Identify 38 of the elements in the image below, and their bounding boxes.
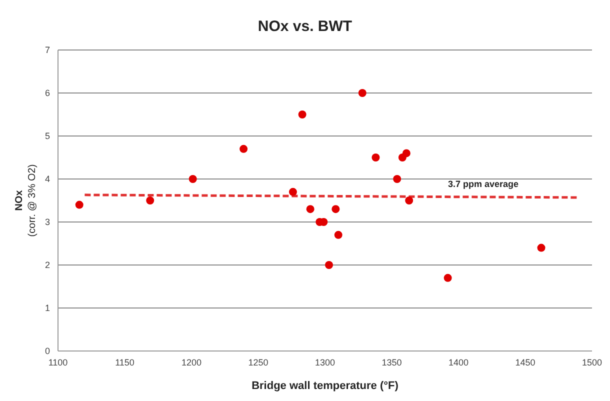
x-tick-label: 1450 xyxy=(515,357,536,368)
point xyxy=(332,205,340,214)
y-tick-label: 6 xyxy=(44,88,50,98)
y-tick-label: 2 xyxy=(44,260,50,270)
y-tick-label: 5 xyxy=(44,131,50,142)
point xyxy=(393,175,402,183)
point xyxy=(146,196,154,204)
x-axis-title: Bridge wall temperature (°F) xyxy=(252,380,399,392)
point xyxy=(537,244,546,252)
x-tick-label: 1250 xyxy=(248,357,268,368)
point xyxy=(402,149,410,158)
point xyxy=(334,230,342,239)
chart-title: NOx vs. BWT xyxy=(256,17,354,37)
point xyxy=(444,274,452,282)
y-tick-label: 4 xyxy=(44,174,50,184)
point xyxy=(288,188,297,196)
x-tick-label: 1150 xyxy=(115,357,134,368)
y-tick-label: 7 xyxy=(44,45,50,56)
point xyxy=(306,205,314,214)
point xyxy=(75,200,84,209)
x-tick-label: 1300 xyxy=(314,357,336,368)
x-tick-label: 1350 xyxy=(382,357,402,368)
y-tick-label: 1 xyxy=(44,303,50,314)
point xyxy=(405,196,414,204)
y-axis-title: NOx (corr. @ 3% O2) xyxy=(14,164,38,237)
x-tick-label: 1200 xyxy=(181,357,202,368)
point xyxy=(240,144,248,153)
point xyxy=(188,175,197,183)
point xyxy=(298,110,306,118)
y-tick-label: 0 xyxy=(44,346,50,356)
point xyxy=(372,154,380,162)
x-tick-label: 1500 xyxy=(582,357,602,368)
point xyxy=(325,261,334,269)
x-tick-label: 1100 xyxy=(48,357,68,368)
annotation: 3.7 ppm average xyxy=(448,179,519,189)
y-tick-label: 3 xyxy=(44,217,50,228)
x-tick-label: 1400 xyxy=(448,357,469,368)
point xyxy=(358,89,366,97)
